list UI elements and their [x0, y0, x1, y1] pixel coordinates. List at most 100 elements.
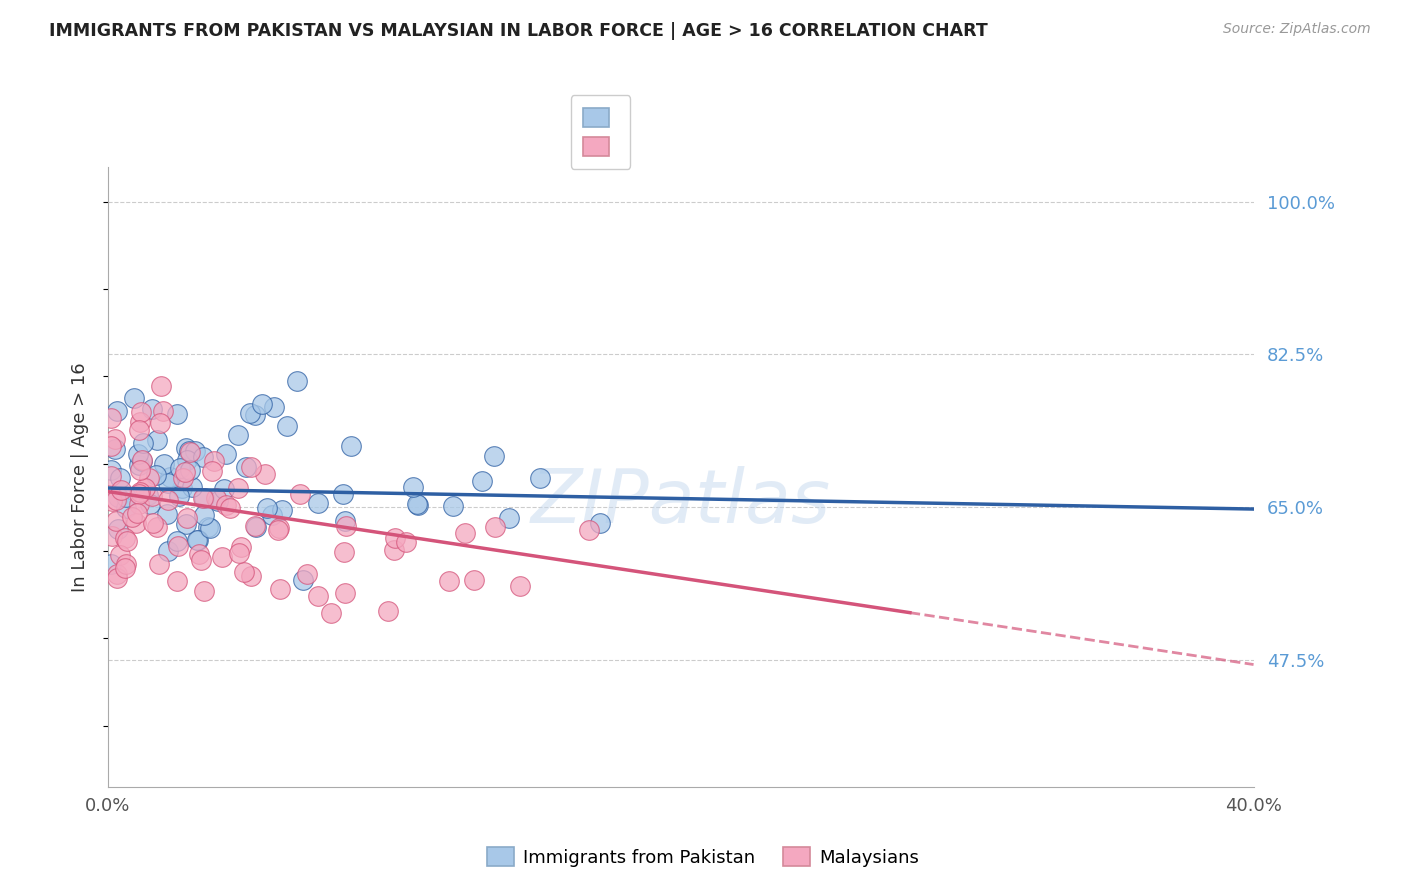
Y-axis label: In Labor Force | Age > 16: In Labor Force | Age > 16 [72, 362, 89, 591]
Point [174, 465, 197, 479]
Point [100, 493, 122, 508]
Point [211, 550, 233, 565]
Point [110, 483, 132, 498]
Point [243, 519, 266, 533]
Point [484, 450, 506, 464]
Point [100, 439, 122, 453]
Point [138, 497, 160, 511]
Point [228, 546, 250, 560]
Point [180, 480, 202, 494]
Point [307, 589, 329, 603]
Point [129, 415, 152, 429]
Point [104, 442, 127, 456]
Point [184, 444, 207, 458]
Point [214, 498, 236, 512]
Point [104, 432, 127, 446]
Point [229, 540, 252, 554]
Point [319, 607, 342, 621]
Point [128, 497, 150, 511]
Point [134, 481, 156, 495]
Point [115, 501, 138, 516]
Point [179, 463, 201, 477]
Point [200, 521, 222, 535]
Point [276, 419, 298, 434]
Point [115, 490, 138, 504]
Point [193, 450, 215, 464]
Point [333, 545, 356, 559]
Point [153, 457, 176, 471]
Point [169, 461, 191, 475]
Point [166, 534, 188, 549]
Point [271, 503, 294, 517]
Point [190, 552, 212, 566]
Point [256, 500, 278, 515]
Point [114, 531, 136, 545]
Point [197, 519, 219, 533]
Point [193, 583, 215, 598]
Point [202, 454, 225, 468]
Point [156, 493, 179, 508]
Point [187, 533, 209, 548]
Point [207, 494, 229, 508]
Point [441, 499, 464, 513]
Point [226, 428, 249, 442]
Point [131, 453, 153, 467]
Point [250, 396, 273, 410]
Point [159, 470, 181, 484]
Point [166, 408, 188, 422]
Point [288, 486, 311, 500]
Point [176, 511, 198, 525]
Point [463, 573, 485, 587]
Point [136, 488, 159, 502]
Point [141, 402, 163, 417]
Text: Source: ZipAtlas.com: Source: ZipAtlas.com [1223, 22, 1371, 37]
Point [333, 586, 356, 600]
Point [101, 528, 124, 542]
Point [193, 491, 215, 505]
Point [174, 517, 197, 532]
Point [131, 436, 153, 450]
Point [129, 484, 152, 499]
Point [152, 403, 174, 417]
Point [193, 508, 215, 522]
Point [131, 454, 153, 468]
Point [114, 561, 136, 575]
Point [340, 439, 363, 453]
Point [529, 471, 551, 485]
Point [406, 498, 429, 512]
Point [219, 501, 242, 516]
Point [105, 566, 128, 581]
Point [215, 447, 238, 461]
Point [172, 471, 194, 485]
Point [335, 514, 357, 528]
Point [269, 582, 291, 597]
Point [166, 574, 188, 588]
Point [260, 508, 283, 522]
Point [145, 433, 167, 447]
Point [115, 557, 138, 571]
Point [128, 487, 150, 501]
Point [589, 516, 612, 530]
Point [406, 497, 429, 511]
Point [239, 459, 262, 474]
Point [131, 405, 153, 419]
Point [167, 540, 190, 554]
Point [141, 489, 163, 503]
Point [188, 547, 211, 561]
Point [172, 481, 194, 495]
Point [382, 543, 405, 558]
Point [100, 557, 122, 571]
Point [110, 471, 132, 485]
Point [128, 423, 150, 437]
Point [179, 445, 201, 459]
Point [233, 565, 256, 579]
Point [384, 531, 406, 545]
Point [239, 568, 262, 582]
Legend: , : , [571, 95, 630, 169]
Point [245, 520, 267, 534]
Point [100, 468, 122, 483]
Point [285, 374, 308, 388]
Text: IMMIGRANTS FROM PAKISTAN VS MALAYSIAN IN LABOR FORCE | AGE > 16 CORRELATION CHAR: IMMIGRANTS FROM PAKISTAN VS MALAYSIAN IN… [49, 22, 988, 40]
Point [156, 544, 179, 558]
Point [335, 518, 357, 533]
